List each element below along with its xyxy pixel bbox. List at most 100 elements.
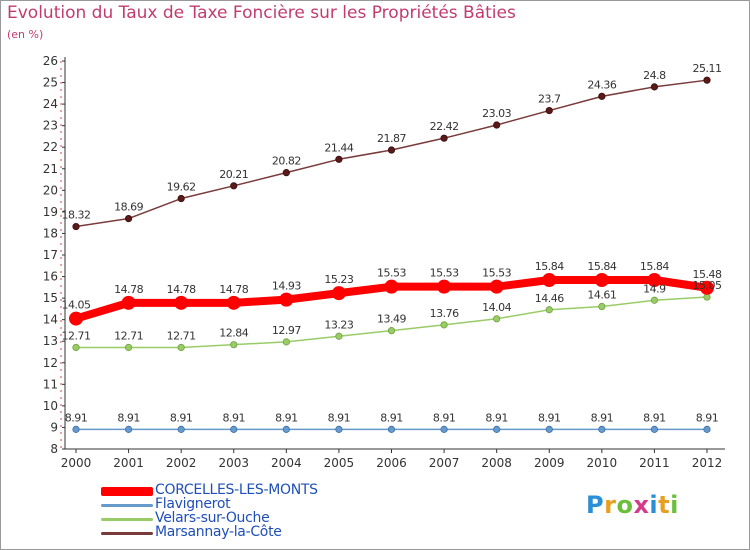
data-label-marsannay: 21.44 bbox=[324, 141, 353, 154]
x-tick-label: 2002 bbox=[166, 456, 197, 470]
data-point-velars bbox=[440, 321, 448, 329]
data-label-corcelles: 15.53 bbox=[377, 267, 406, 280]
data-label-marsannay: 18.69 bbox=[114, 201, 143, 214]
data-label-marsannay: 24.8 bbox=[643, 69, 666, 82]
x-tick-label: 2007 bbox=[429, 456, 460, 470]
data-point-velars bbox=[335, 332, 343, 340]
data-label-corcelles: 15.84 bbox=[535, 260, 564, 273]
data-label-flavignerot: 8.91 bbox=[538, 411, 561, 424]
data-point-corcelles bbox=[226, 295, 241, 310]
data-label-corcelles: 15.53 bbox=[482, 267, 511, 280]
logo-letter: x bbox=[633, 491, 650, 519]
y-tick-label: 14 bbox=[43, 313, 58, 327]
x-tick-label: 2001 bbox=[113, 456, 144, 470]
data-label-flavignerot: 8.91 bbox=[696, 411, 719, 424]
data-label-flavignerot: 8.91 bbox=[117, 411, 140, 424]
legend-label-flavignerot: Flavignerot bbox=[155, 496, 231, 512]
data-label-flavignerot: 8.91 bbox=[591, 411, 614, 424]
x-tick-label: 2003 bbox=[218, 456, 249, 470]
data-point-corcelles bbox=[121, 295, 136, 310]
y-tick-label: 10 bbox=[43, 399, 58, 413]
data-label-marsannay: 24.36 bbox=[587, 78, 616, 91]
y-tick-label: 16 bbox=[43, 270, 58, 284]
y-tick-label: 20 bbox=[43, 183, 58, 197]
data-label-marsannay: 19.62 bbox=[167, 181, 196, 194]
data-label-corcelles: 15.23 bbox=[324, 273, 353, 286]
data-point-velars bbox=[650, 296, 659, 304]
data-label-velars: 12.71 bbox=[114, 329, 143, 342]
data-label-flavignerot: 8.91 bbox=[223, 411, 246, 424]
data-point-velars bbox=[493, 315, 501, 323]
y-tick-label: 24 bbox=[43, 97, 58, 111]
data-point-marsannay bbox=[335, 155, 343, 163]
y-tick-label: 17 bbox=[43, 248, 58, 262]
x-tick-label: 2004 bbox=[271, 456, 302, 470]
data-point-flavignerot bbox=[493, 425, 501, 433]
data-label-velars: 12.97 bbox=[272, 324, 301, 337]
data-label-velars: 14.9 bbox=[643, 282, 666, 295]
data-label-velars: 13.49 bbox=[377, 313, 406, 326]
data-point-marsannay bbox=[124, 214, 133, 223]
proxiti-logo: Proxiti bbox=[586, 491, 679, 519]
data-label-flavignerot: 8.91 bbox=[485, 411, 508, 424]
data-point-flavignerot bbox=[545, 425, 553, 433]
data-label-corcelles: 15.84 bbox=[640, 260, 669, 273]
data-label-velars: 14.04 bbox=[482, 301, 511, 314]
legend-label-velars: Velars-sur-Ouche bbox=[155, 510, 270, 526]
data-label-corcelles: 14.78 bbox=[219, 283, 248, 296]
y-tick-label: 11 bbox=[43, 377, 58, 391]
logo-letter: r bbox=[604, 491, 617, 519]
data-point-corcelles bbox=[331, 286, 346, 301]
data-label-corcelles: 15.53 bbox=[430, 267, 459, 280]
data-label-marsannay: 22.42 bbox=[430, 120, 459, 133]
data-point-marsannay bbox=[493, 121, 501, 129]
x-tick-label: 2010 bbox=[587, 456, 618, 470]
logo-letter: i bbox=[649, 491, 659, 519]
data-point-flavignerot bbox=[650, 425, 659, 433]
y-tick-label: 23 bbox=[43, 119, 58, 133]
y-tick-label: 13 bbox=[43, 334, 58, 348]
data-label-velars: 12.84 bbox=[219, 327, 248, 340]
data-label-corcelles: 14.05 bbox=[62, 299, 91, 312]
x-tick-label: 2008 bbox=[481, 456, 512, 470]
data-point-flavignerot bbox=[282, 425, 290, 433]
y-tick-label: 22 bbox=[43, 140, 58, 154]
data-point-velars bbox=[72, 343, 80, 352]
legend-swatch-velars bbox=[101, 518, 153, 521]
data-point-marsannay bbox=[650, 83, 659, 91]
y-tick-label: 9 bbox=[50, 420, 58, 434]
data-point-velars bbox=[177, 343, 185, 352]
data-label-velars: 14.46 bbox=[535, 292, 564, 305]
chart-title: Evolution du Taux de Taxe Foncière sur l… bbox=[7, 3, 516, 23]
data-label-velars: 13.23 bbox=[324, 318, 353, 331]
legend-swatch-corcelles bbox=[101, 487, 153, 496]
legend-swatch-flavignerot bbox=[101, 504, 153, 507]
data-point-velars bbox=[230, 341, 238, 349]
data-label-flavignerot: 8.91 bbox=[65, 411, 88, 424]
data-point-flavignerot bbox=[230, 425, 238, 433]
data-label-corcelles: 14.93 bbox=[272, 280, 301, 293]
data-point-marsannay bbox=[230, 182, 238, 190]
data-label-marsannay: 20.82 bbox=[272, 155, 301, 168]
x-tick-label: 2005 bbox=[324, 456, 355, 470]
x-tick-label: 2012 bbox=[692, 456, 723, 470]
data-label-flavignerot: 8.91 bbox=[433, 411, 456, 424]
data-point-velars bbox=[598, 302, 606, 311]
data-point-corcelles bbox=[700, 280, 714, 295]
data-label-velars: 12.71 bbox=[62, 329, 91, 342]
legend-label-corcelles: CORCELLES-LES-MONTS bbox=[155, 482, 318, 498]
logo-letter: t bbox=[658, 491, 671, 519]
y-tick-label: 18 bbox=[43, 226, 58, 240]
data-point-velars bbox=[282, 338, 290, 346]
logo-letter: o bbox=[616, 491, 634, 519]
data-point-corcelles bbox=[69, 311, 83, 326]
data-point-marsannay bbox=[72, 222, 80, 231]
data-point-marsannay bbox=[177, 194, 185, 203]
data-point-corcelles bbox=[174, 295, 189, 310]
y-tick-label: 21 bbox=[43, 162, 58, 176]
data-label-marsannay: 20.21 bbox=[219, 168, 248, 181]
data-point-flavignerot bbox=[598, 425, 606, 433]
data-point-marsannay bbox=[703, 76, 711, 84]
